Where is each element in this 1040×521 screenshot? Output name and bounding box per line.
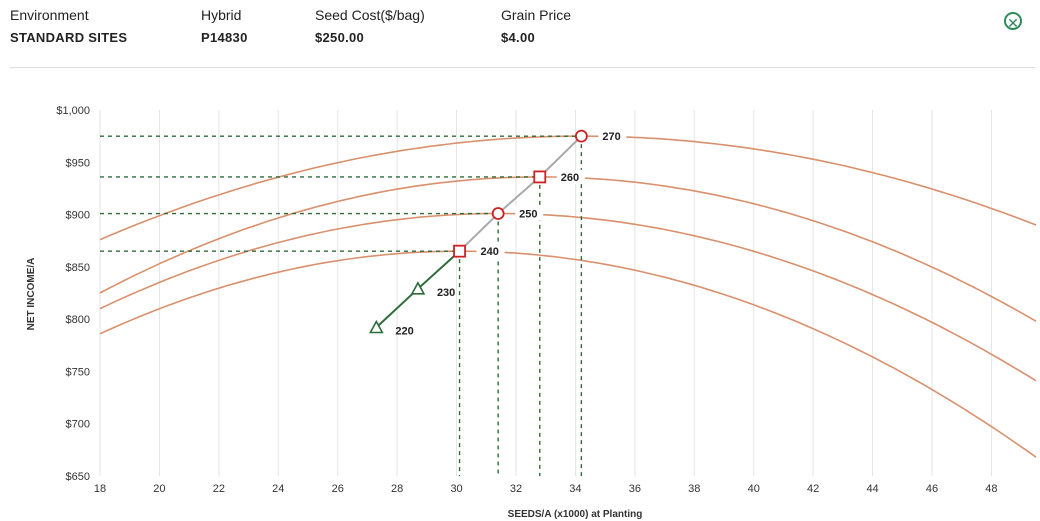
optimum-label-220: 220 (395, 326, 413, 338)
optimum-label-230: 230 (437, 287, 455, 299)
hybrid-column: Hybrid P14830 (201, 6, 248, 45)
grain-price-column: Grain Price $4.00 (501, 6, 571, 45)
x-tick-label: 24 (272, 483, 284, 495)
header-divider (10, 67, 1035, 68)
optimum-label-240: 240 (481, 246, 499, 258)
optimum-marker-260 (533, 170, 547, 184)
income-curve-250 (99, 212, 1037, 382)
x-tick-label: 32 (510, 483, 522, 495)
hybrid-value: P14830 (201, 30, 248, 45)
optimum-marker-250 (491, 207, 505, 220)
optimum-path (375, 135, 583, 329)
environment-label: Environment (10, 7, 89, 23)
optimum-marker-270 (574, 129, 588, 143)
x-axis-label: SEEDS/A (x1000) at Planting (508, 509, 643, 520)
seed-cost-label: Seed Cost($/bag) (315, 7, 425, 23)
x-tick-label: 40 (748, 483, 760, 495)
y-tick-label: $900 (66, 210, 90, 222)
optimum-label-250: 250 (519, 209, 537, 221)
optimum-guide-lines (100, 135, 583, 476)
optimum-marker-230 (410, 281, 426, 295)
optimum-label-bg-260 (556, 169, 585, 184)
close-icon[interactable]: ✕ (1004, 12, 1022, 31)
y-tick-label: $850 (66, 262, 90, 274)
y-tick-label: $1,000 (56, 105, 90, 117)
y-tick-label: $800 (66, 314, 90, 326)
x-tick-label: 38 (688, 483, 700, 495)
x-tick-label: 20 (153, 483, 165, 495)
y-tick-label: $650 (66, 471, 90, 483)
y-tick-label: $950 (66, 157, 90, 169)
y-tick-label: $700 (66, 419, 90, 431)
y-tick-label: $750 (66, 366, 90, 378)
optimum-label-260: 260 (561, 172, 579, 184)
optimum-label-bg-270 (598, 129, 627, 144)
environment-column: Environment STANDARD SITES (10, 6, 127, 45)
optimum-path-high (458, 135, 583, 252)
optimum-marker-240 (453, 244, 466, 258)
optimum-markers: 220 230 240 250 260 270 (368, 129, 627, 338)
optimum-label-bg-240 (476, 244, 505, 259)
seed-cost-column: Seed Cost($/bag) $250.00 (315, 6, 425, 45)
income-curve-260 (99, 176, 1037, 322)
grain-price-value: $4.00 (501, 30, 536, 45)
optimum-label-270: 270 (602, 131, 620, 143)
grain-price-label: Grain Price (501, 7, 572, 23)
optimum-marker-220 (368, 319, 384, 334)
income-curve-270 (99, 135, 1037, 241)
x-tick-label: 46 (926, 483, 938, 495)
summary-header: Environment STANDARD SITES Hybrid P14830… (0, 0, 1040, 68)
optimum-label-bg-250 (515, 206, 544, 221)
income-curves (99, 135, 1037, 458)
x-tick-label: 44 (866, 483, 878, 495)
x-tick-label: 28 (391, 483, 403, 495)
y-axis-ticks: $650 $700 $750 $800 $850 $900 $950 $1,000 (56, 105, 90, 483)
y-axis-label: NET INCOME/A (26, 258, 37, 331)
x-tick-label: 26 (332, 483, 344, 495)
environment-value: STANDARD SITES (10, 30, 128, 45)
x-tick-label: 18 (94, 483, 106, 495)
hybrid-label: Hybrid (201, 7, 242, 23)
x-tick-label: 30 (450, 483, 462, 495)
grid-lines (99, 110, 992, 476)
x-tick-label: 34 (569, 483, 581, 495)
x-axis-ticks: 18 20 22 24 26 28 30 32 34 36 38 40 42 44 46 48 (94, 483, 998, 495)
x-tick-label: 36 (629, 483, 641, 495)
x-tick-label: 42 (807, 483, 819, 495)
seed-cost-value: $250.00 (315, 30, 365, 45)
x-tick-label: 48 (985, 483, 997, 495)
x-tick-label: 22 (213, 483, 225, 495)
income-curve-240 (99, 250, 1037, 458)
